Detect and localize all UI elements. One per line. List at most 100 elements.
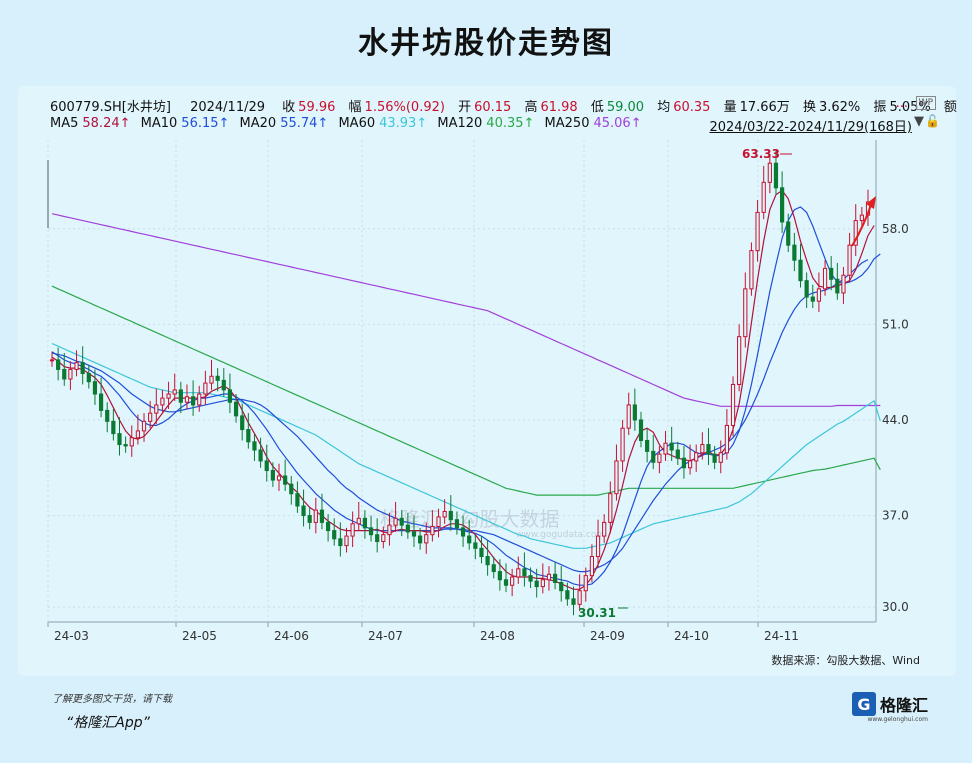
candle-body (602, 521, 607, 537)
ma10-line (51, 206, 881, 586)
ma120-value: 40.35↑ (486, 116, 535, 131)
candle-body (712, 453, 717, 463)
turnover-value: 3.62% (818, 100, 861, 115)
candle-body (798, 259, 803, 282)
candle-body (497, 571, 502, 581)
candle-body (295, 493, 300, 507)
candle-body (375, 534, 380, 543)
candle-body (98, 393, 104, 411)
candle-body (184, 396, 190, 403)
ma20-label: MA20 (239, 116, 277, 131)
candle-body (583, 575, 588, 592)
candle-body (160, 397, 165, 406)
candle-body (221, 379, 226, 391)
ma60-value: 43.93↑ (379, 116, 428, 131)
candle-body (307, 515, 312, 523)
candle-body (319, 509, 325, 523)
candle-body (847, 244, 852, 276)
candle-body (276, 475, 282, 481)
wp-icon[interactable]: WP (915, 96, 936, 110)
high-value: 61.98 (540, 100, 578, 115)
candle-body (362, 517, 368, 529)
candle-body (528, 575, 533, 582)
candle-body (338, 538, 343, 547)
candle-body (773, 162, 779, 189)
candle-body (215, 375, 220, 381)
candle-body (430, 525, 435, 536)
candle-body (565, 590, 570, 600)
candle-body (503, 579, 509, 586)
candle-body (436, 516, 441, 527)
footer-app: “格隆汇App” (66, 715, 150, 731)
candle-body (718, 452, 723, 463)
candle-body (49, 359, 55, 362)
candle-body (675, 449, 680, 459)
candle-body (172, 389, 177, 395)
candle-body (694, 452, 699, 462)
brand-logo: G 格隆汇 (851, 692, 928, 716)
candle-body (620, 427, 625, 462)
candle-body (681, 457, 687, 469)
change-value: 1.56%(0.92) (364, 100, 445, 115)
candle-body (822, 267, 828, 290)
candle-body (792, 244, 797, 261)
candle-body (141, 420, 147, 432)
candle-body (816, 288, 822, 302)
candle-body (479, 547, 484, 558)
candle-body (258, 449, 263, 462)
candle-body (454, 519, 460, 529)
amplitude-value: 5.05% (889, 100, 931, 115)
low-annotation: 30.31 (578, 606, 616, 620)
range-dropdown-icon[interactable]: ▼ (914, 114, 924, 129)
ma60-line (51, 342, 881, 549)
candle-body (706, 444, 711, 455)
high-annotation: 63.33 (742, 147, 780, 161)
candle-body (663, 442, 668, 455)
candle-body (467, 535, 472, 544)
candle-body (755, 211, 760, 252)
candle-body (154, 404, 159, 414)
candle-body (332, 530, 337, 540)
candle-body (313, 509, 318, 523)
candle-body (626, 404, 631, 429)
candle-body (62, 368, 67, 380)
candle-body (381, 534, 386, 543)
ma120-line (51, 285, 881, 496)
candle-body (301, 505, 306, 517)
candle-body (804, 280, 809, 298)
x-tick-label: 24-05 (182, 629, 217, 643)
x-tick-label: 24-07 (368, 629, 403, 643)
close-label: 收 (282, 100, 296, 115)
candle-body (516, 568, 521, 578)
date-range[interactable]: 2024/03/22-2024/11/29(168日) (709, 120, 912, 135)
candle-body (105, 409, 110, 422)
candle-body (399, 517, 404, 526)
candle-body (571, 598, 576, 605)
x-tick-label: 24-11 (764, 629, 799, 643)
more-dots[interactable]: ... (895, 96, 908, 111)
ma60-label: MA60 (338, 116, 376, 131)
candle-body (614, 460, 619, 495)
candle-body (56, 359, 61, 370)
candle-body (829, 267, 834, 280)
candle-body (835, 278, 840, 294)
candle-body (191, 396, 196, 406)
candle-body (669, 442, 674, 451)
candle-body (424, 534, 429, 544)
candle-body (589, 556, 595, 577)
ma5-label: MA5 (50, 116, 79, 131)
candle-body (387, 524, 392, 536)
y-tick-label: 58.0 (882, 222, 909, 236)
candle-body (166, 393, 171, 399)
watermark-url: www.gogudata.com (516, 530, 606, 540)
candle-body (448, 510, 453, 521)
candle-body (227, 389, 233, 403)
lock-icon[interactable]: 🔓 (925, 114, 940, 128)
candle-body (780, 187, 785, 223)
candle-body (491, 564, 496, 573)
candle-body (368, 527, 374, 536)
candle-body (123, 444, 128, 447)
candle-body (552, 573, 558, 583)
candle-body (92, 381, 98, 395)
